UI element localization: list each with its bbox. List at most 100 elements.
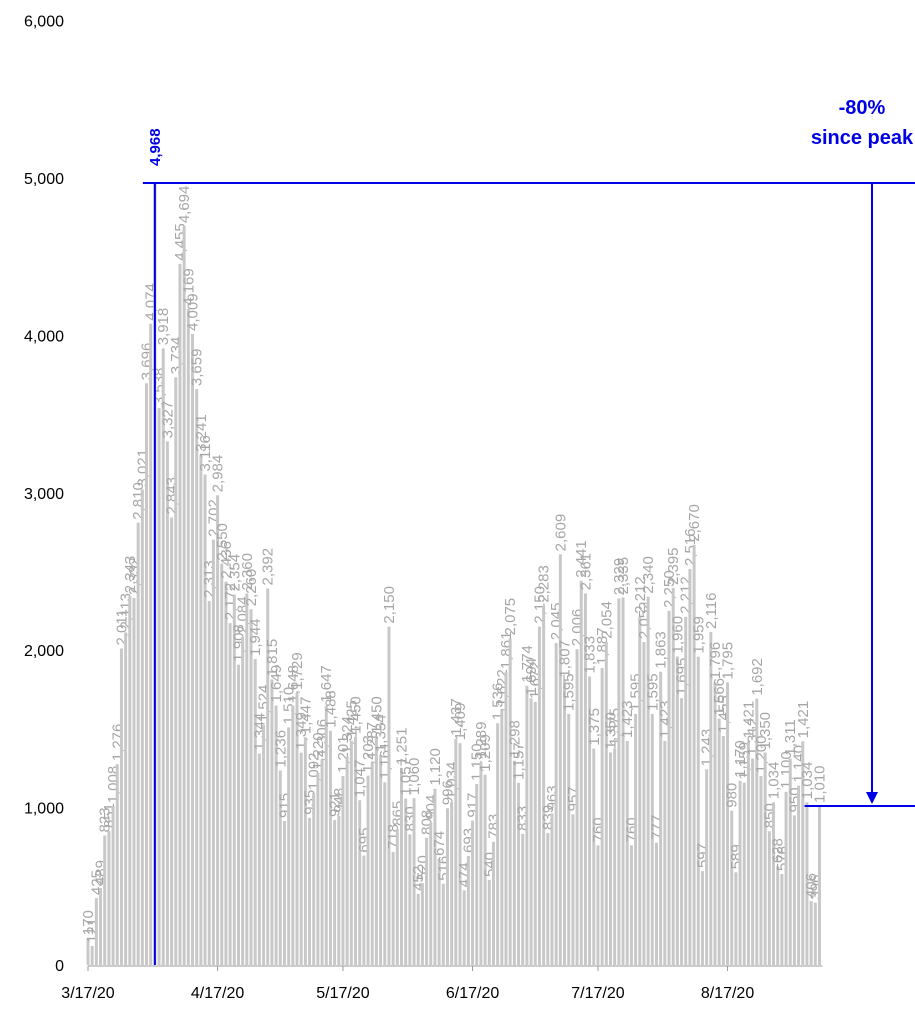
value-label: 1,960 (669, 616, 686, 654)
annotation: -80% (839, 97, 886, 119)
bar (86, 938, 90, 965)
bar (282, 820, 286, 965)
annotation: since peak (811, 127, 914, 149)
value-label: 2,436 (218, 541, 235, 579)
bar (759, 776, 763, 965)
x-tick-label: 8/17/20 (701, 985, 754, 1002)
bar (818, 806, 821, 965)
bar (504, 672, 508, 965)
bar (149, 323, 153, 965)
value-label: 2,360 (239, 553, 256, 591)
bar (487, 880, 491, 965)
value-label: 1,010 (812, 765, 829, 803)
bar (429, 822, 433, 965)
bar (124, 632, 128, 965)
bar (228, 623, 232, 965)
bar (742, 782, 746, 965)
value-label: 2,441 (573, 540, 590, 578)
value-label: 1,649 (268, 665, 285, 703)
value-label: 1,157 (511, 742, 528, 780)
value-label: 2,313 (201, 560, 218, 598)
bar (257, 753, 261, 965)
bar (425, 837, 429, 965)
value-label: 1,409 (452, 703, 469, 741)
bar (170, 517, 174, 965)
value-label: 2,984 (210, 455, 227, 493)
bar (103, 835, 107, 965)
value-label: 1,350 (757, 712, 774, 750)
y-tick-label: 4,000 (24, 328, 64, 345)
value-label: 3,241 (193, 414, 210, 452)
value-label: 2,113 (118, 593, 135, 629)
value-label: 1,034 (444, 762, 461, 800)
bar (291, 705, 295, 965)
bar (191, 333, 194, 965)
value-label: 1,437 (448, 698, 465, 736)
value-label: 1,694 (523, 658, 540, 696)
value-label: 2,075 (502, 598, 519, 636)
value-label: 2,283 (536, 565, 553, 603)
bar (734, 872, 738, 965)
bar (420, 883, 424, 965)
bar (512, 760, 516, 965)
bar (308, 817, 312, 965)
value-label: 1,647 (318, 665, 335, 703)
bar (483, 774, 487, 965)
value-label: 948 (331, 788, 348, 813)
bar (278, 770, 282, 965)
bar (165, 441, 169, 965)
bar (316, 772, 320, 965)
value-label: 1,450 (368, 696, 385, 734)
bar (211, 539, 215, 965)
bar (437, 858, 441, 965)
bar (391, 851, 395, 965)
bar (379, 755, 383, 965)
bar (809, 901, 813, 965)
value-label: 760 (623, 817, 640, 842)
value-label: 2,361 (577, 553, 594, 591)
bar (583, 593, 587, 965)
bar (145, 383, 149, 965)
value-label: 1,423 (657, 700, 674, 738)
bar (563, 680, 567, 965)
value-label: 783 (485, 814, 502, 839)
bar (705, 769, 709, 965)
bar (370, 762, 374, 965)
y-tick-label: 2,000 (24, 643, 64, 660)
bar (186, 308, 190, 965)
y-tick-label: 1,000 (24, 801, 64, 818)
bar (320, 759, 324, 965)
value-label: 2,212 (678, 576, 695, 614)
value-label: 1,350 (603, 712, 620, 750)
bar (763, 752, 767, 965)
bar (324, 705, 328, 965)
value-label: 2,340 (640, 556, 657, 594)
bar (216, 495, 220, 965)
value-label: 1,488 (322, 690, 339, 728)
value-label: 597 (694, 843, 711, 868)
value-label: 2,670 (686, 504, 703, 542)
bar (236, 664, 240, 965)
value-label: 1,861 (498, 632, 515, 670)
value-label: 3,327 (159, 401, 176, 439)
bar (395, 828, 399, 965)
bar (558, 554, 562, 965)
bar (805, 802, 809, 965)
bar (441, 883, 445, 965)
value-label: 2,332 (126, 557, 143, 595)
value-label: 2,150 (381, 586, 398, 624)
bar (299, 752, 303, 965)
value-label: 1,807 (557, 640, 574, 678)
bar (374, 736, 378, 965)
value-label: 2,052 (636, 601, 653, 639)
value-label: 1,047 (352, 760, 369, 798)
x-tick-label: 3/17/20 (61, 985, 114, 1002)
bar (529, 698, 533, 965)
bar (588, 676, 592, 965)
bar (454, 738, 458, 965)
value-label: 1,959 (690, 616, 707, 654)
bar (609, 752, 612, 965)
value-label: 1,622 (494, 669, 511, 707)
value-label: 1,289 (473, 722, 490, 760)
bar (107, 831, 111, 965)
